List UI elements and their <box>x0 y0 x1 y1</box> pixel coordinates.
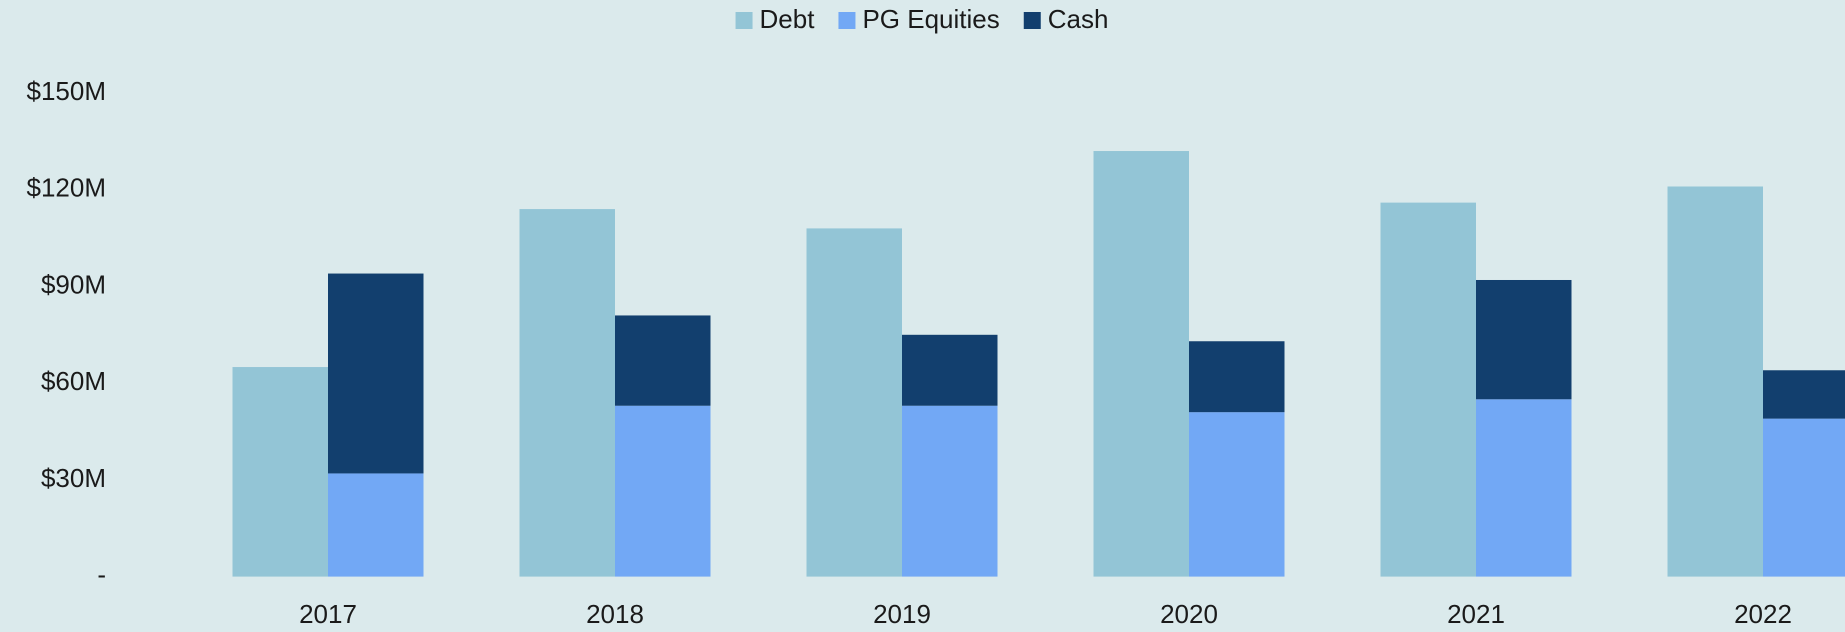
legend-label: PG Equities <box>862 4 999 34</box>
bar <box>1763 370 1845 419</box>
bar <box>902 334 998 406</box>
bar <box>902 405 998 577</box>
legend-swatch <box>735 12 753 29</box>
legend-label: Debt <box>760 4 816 34</box>
legend-swatch <box>838 12 856 29</box>
bar <box>615 405 711 577</box>
y-tick-label: - <box>97 559 106 589</box>
x-tick-label: 2022 <box>1734 599 1792 629</box>
x-tick-label: 2020 <box>1160 599 1218 629</box>
bar <box>1380 202 1476 577</box>
x-tick-label: 2019 <box>873 599 931 629</box>
bar <box>519 209 615 577</box>
bar <box>1093 151 1189 577</box>
y-tick-label: $30M <box>41 463 106 493</box>
bar <box>1189 412 1285 577</box>
x-tick-label: 2017 <box>299 599 357 629</box>
bar <box>328 273 424 474</box>
x-tick-label: 2021 <box>1447 599 1505 629</box>
bar <box>806 228 902 577</box>
x-tick-label: 2018 <box>586 599 644 629</box>
legend-label: Cash <box>1048 4 1109 34</box>
y-tick-label: $120M <box>27 173 107 203</box>
y-tick-label: $150M <box>27 76 107 106</box>
y-tick-label: $90M <box>41 269 106 299</box>
bar <box>1189 341 1285 413</box>
bar <box>328 473 424 577</box>
bar <box>1667 186 1763 577</box>
y-tick-label: $60M <box>41 366 106 396</box>
bar <box>1476 399 1572 577</box>
legend-swatch <box>1023 12 1041 29</box>
bar <box>232 367 328 577</box>
bar <box>1476 279 1572 400</box>
bar <box>1763 418 1845 577</box>
bar <box>615 315 711 406</box>
